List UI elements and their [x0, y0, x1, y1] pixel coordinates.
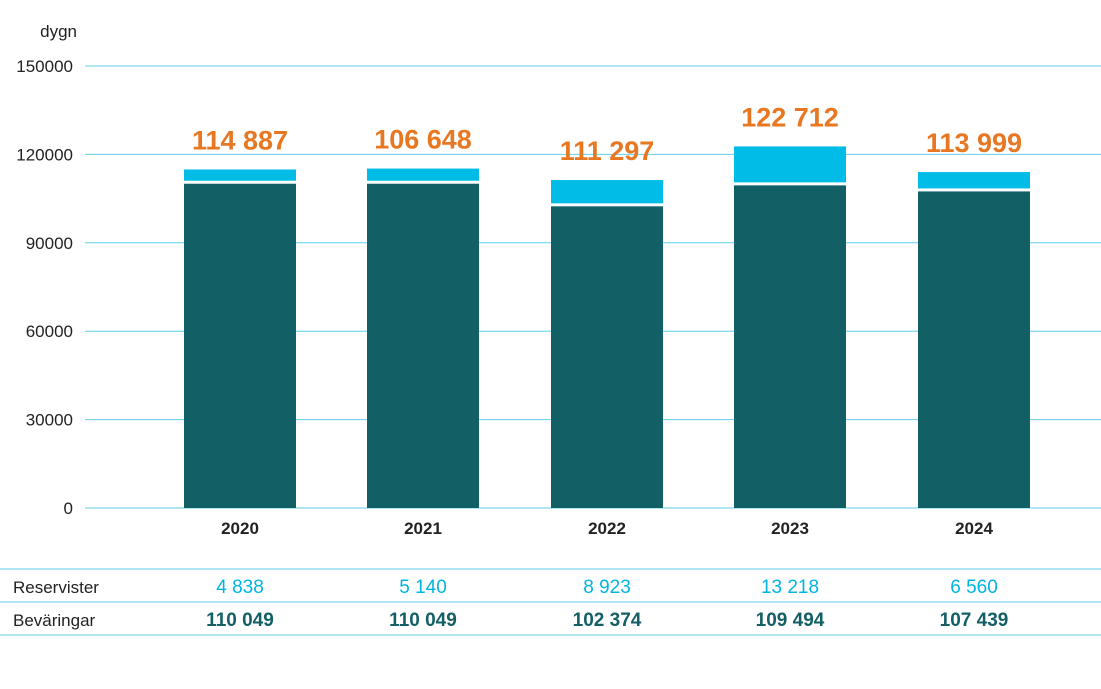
bar-reservister-2022 — [551, 180, 663, 204]
total-label: 114 887 — [192, 125, 288, 155]
bar-beväringar-2023 — [734, 185, 846, 509]
y-tick-label: 30000 — [26, 411, 73, 430]
table-row-label: Beväringar — [13, 611, 96, 630]
y-axis-label: dygn — [40, 22, 77, 41]
bar-beväringar-2021 — [367, 183, 479, 508]
bar-beväringar-2020 — [184, 183, 296, 508]
bar-reservister-2024 — [918, 172, 1030, 189]
table-cell: 6 560 — [950, 577, 998, 598]
y-tick-label: 60000 — [26, 322, 73, 341]
bar-reservister-2021 — [367, 168, 479, 181]
bar-beväringar-2024 — [918, 191, 1030, 508]
total-label: 106 648 — [374, 125, 472, 155]
y-tick-label: 120000 — [16, 145, 73, 164]
table-cell: 13 218 — [761, 577, 819, 598]
table-cell: 102 374 — [573, 610, 642, 631]
table-row-label: Reservister — [13, 578, 99, 597]
bar-reservister-2020 — [184, 169, 296, 181]
total-label: 122 712 — [741, 102, 839, 132]
y-tick-label: 90000 — [26, 234, 73, 253]
bar-reservister-2023 — [734, 146, 846, 183]
x-tick-label: 2020 — [221, 519, 259, 538]
table-cell: 110 049 — [389, 610, 457, 631]
bar-beväringar-2022 — [551, 206, 663, 508]
table-cell: 5 140 — [399, 577, 447, 598]
x-tick-label: 2022 — [588, 519, 626, 538]
x-tick-label: 2021 — [404, 519, 442, 538]
y-tick-label: 0 — [64, 499, 73, 518]
table-cell: 109 494 — [756, 610, 825, 631]
x-tick-label: 2024 — [955, 519, 993, 538]
table-cell: 4 838 — [216, 577, 264, 598]
table-cell: 8 923 — [583, 577, 631, 598]
y-tick-label: 150000 — [16, 57, 73, 76]
table-cell: 107 439 — [940, 610, 1009, 631]
total-label: 111 297 — [560, 136, 655, 166]
x-tick-label: 2023 — [771, 519, 809, 538]
table-cell: 110 049 — [206, 610, 274, 631]
total-label: 113 999 — [926, 128, 1022, 158]
